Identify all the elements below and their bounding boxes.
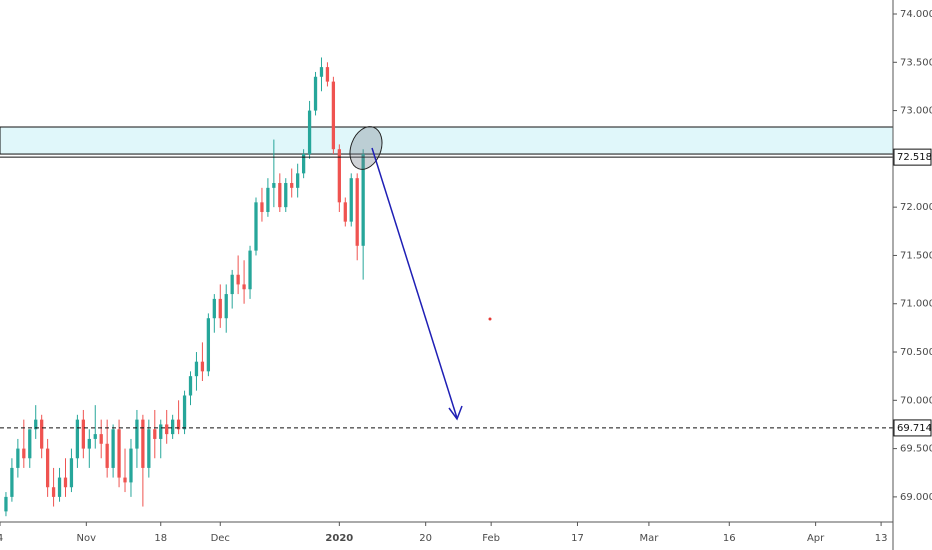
x-tick-label: Feb bbox=[482, 533, 500, 544]
candle-body bbox=[319, 67, 324, 77]
y-tick-label: 74.000 bbox=[900, 9, 932, 20]
candle-body bbox=[147, 429, 151, 468]
candle-body bbox=[45, 448, 50, 488]
candle-body bbox=[87, 438, 91, 449]
x-tick-label: 17 bbox=[571, 533, 584, 544]
candle-body bbox=[254, 202, 258, 251]
candle-body bbox=[200, 361, 205, 372]
candle-body bbox=[153, 429, 157, 439]
candle-body bbox=[307, 110, 312, 155]
candle-body bbox=[194, 361, 199, 377]
candle-body bbox=[331, 81, 336, 150]
x-tick-label: 16 bbox=[723, 533, 736, 544]
price-label: 69.714 bbox=[897, 423, 932, 434]
y-tick-label: 70.500 bbox=[900, 347, 932, 358]
candle-body bbox=[296, 173, 300, 188]
y-tick-label: 69.500 bbox=[900, 444, 932, 455]
x-tick-label: 4 bbox=[0, 533, 3, 544]
candle-body bbox=[313, 76, 318, 111]
candle-body bbox=[57, 477, 62, 497]
candle-body bbox=[16, 448, 20, 468]
y-tick-label: 69.000 bbox=[900, 492, 932, 503]
x-tick-label: 18 bbox=[154, 533, 167, 544]
candle-body bbox=[248, 250, 252, 290]
candle-body bbox=[266, 187, 270, 212]
candle-body bbox=[105, 443, 109, 468]
candle-body bbox=[165, 424, 169, 435]
candle-body bbox=[188, 376, 193, 396]
x-tick-label: Mar bbox=[639, 533, 659, 544]
y-tick-label: 71.000 bbox=[900, 299, 932, 310]
candle-body bbox=[272, 183, 276, 188]
y-tick-label: 71.500 bbox=[900, 250, 932, 261]
candle-body bbox=[236, 274, 240, 285]
y-tick-label: 70.000 bbox=[900, 395, 932, 406]
candle-body bbox=[361, 154, 365, 246]
y-tick-label: 72.000 bbox=[900, 202, 932, 213]
candle-body bbox=[123, 477, 127, 483]
candle-body bbox=[176, 419, 181, 430]
candle-body bbox=[171, 419, 175, 435]
candle-body bbox=[355, 178, 359, 246]
candle-body bbox=[337, 149, 341, 203]
candle-body bbox=[111, 429, 115, 468]
candle-body bbox=[278, 183, 282, 208]
arrow-head bbox=[448, 405, 463, 421]
candle-body bbox=[218, 298, 222, 319]
candle-body bbox=[260, 202, 264, 212]
candle-body bbox=[343, 202, 347, 222]
candle-body bbox=[141, 419, 145, 468]
candle-body bbox=[10, 467, 14, 497]
price-label: 72.518 bbox=[897, 152, 932, 163]
candle-body bbox=[212, 298, 216, 319]
candle-body bbox=[242, 284, 246, 290]
x-tick-label: Dec bbox=[211, 533, 230, 544]
arrow-line bbox=[371, 147, 458, 419]
price-label-box bbox=[893, 419, 932, 437]
candle-body bbox=[284, 183, 288, 208]
candle-body bbox=[75, 419, 80, 459]
candle-body bbox=[301, 154, 306, 174]
y-tick-label: 73.500 bbox=[900, 57, 932, 68]
dot bbox=[488, 317, 492, 321]
candle-body bbox=[117, 429, 121, 478]
candle-body bbox=[135, 419, 139, 449]
candle-body bbox=[63, 477, 68, 488]
x-tick-label: 2020 bbox=[325, 533, 353, 544]
y-tick-label: 73.000 bbox=[900, 106, 932, 117]
candle-body bbox=[34, 419, 38, 430]
candle-body bbox=[99, 434, 103, 444]
candle-body bbox=[51, 487, 56, 497]
candle-body bbox=[4, 496, 8, 512]
candle-body bbox=[69, 458, 74, 488]
candle-body bbox=[22, 448, 26, 459]
candle-body bbox=[129, 448, 133, 483]
x-tick-label: Apr bbox=[807, 533, 825, 544]
x-tick-label: 13 bbox=[875, 533, 888, 544]
highlight-ellipse bbox=[349, 126, 383, 170]
candle-body bbox=[349, 178, 353, 222]
x-tick-label: Nov bbox=[77, 533, 97, 544]
price-label-box bbox=[893, 148, 932, 166]
candle-body bbox=[325, 67, 330, 82]
candle-body bbox=[182, 395, 187, 430]
candle-body bbox=[224, 294, 228, 319]
candle-body bbox=[81, 419, 85, 449]
candle-body bbox=[290, 183, 294, 188]
candle-body bbox=[93, 434, 97, 439]
candle-body bbox=[28, 429, 32, 459]
candle-body bbox=[40, 419, 44, 449]
candle-body bbox=[230, 274, 234, 295]
x-tick-label: 20 bbox=[419, 533, 432, 544]
candle-body bbox=[159, 424, 163, 439]
resistance-zone bbox=[0, 126, 894, 155]
candle-body bbox=[206, 318, 211, 372]
